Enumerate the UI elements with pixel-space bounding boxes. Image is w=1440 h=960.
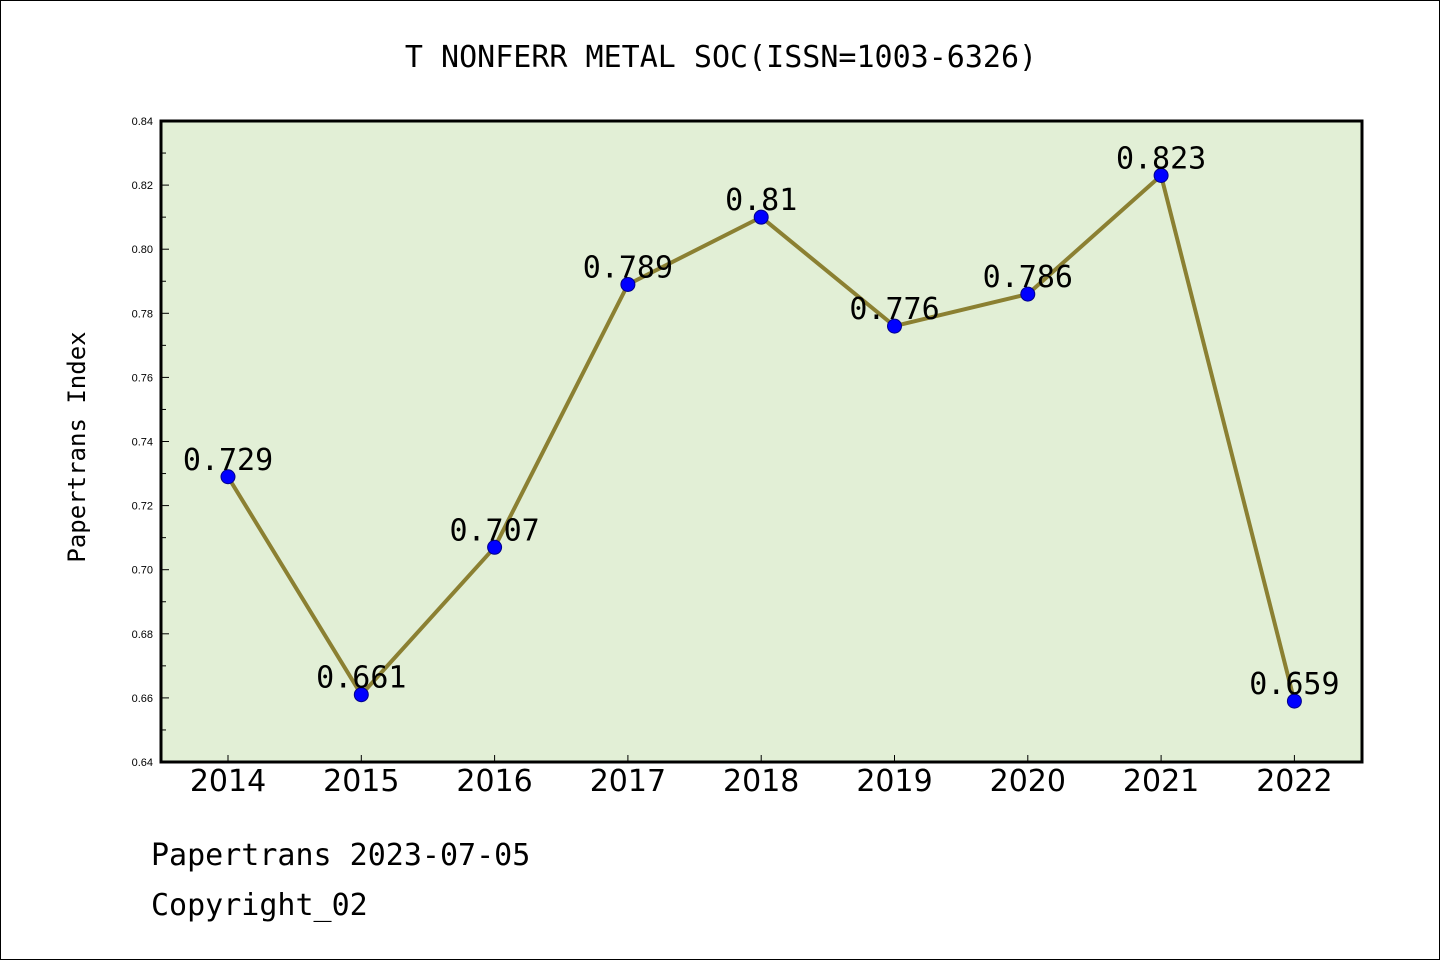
x-tick-label: 2018 <box>723 764 799 799</box>
data-point <box>620 276 636 292</box>
data-label: 0.661 <box>316 661 406 696</box>
data-label: 0.776 <box>849 292 939 327</box>
plot-area <box>159 119 1364 764</box>
x-tick-label: 2021 <box>1123 764 1199 799</box>
y-tick-label: 0.82 <box>132 180 153 192</box>
data-point <box>487 539 503 555</box>
y-tick-label: 0.76 <box>132 372 153 384</box>
y-axis-label: Papertrans Index <box>63 331 91 562</box>
data-point <box>753 209 769 225</box>
x-axis: 2014 2015 2016 2017 2018 2019 2020 2021 2022 <box>190 755 1333 799</box>
chart-title: T NONFERR METAL SOC(ISSN=1003-6326) <box>405 40 1037 75</box>
x-tick-label: 2020 <box>990 764 1066 799</box>
x-tick-label: 2016 <box>456 764 532 799</box>
data-label: 0.81 <box>725 183 797 218</box>
y-tick-label: 0.64 <box>132 757 153 769</box>
data-label: 0.659 <box>1249 667 1339 702</box>
data-point <box>1153 167 1169 183</box>
data-label: 0.707 <box>449 513 539 548</box>
footer-date: Papertrans 2023-07-05 <box>151 838 530 873</box>
data-label: 0.823 <box>1116 141 1206 176</box>
x-tick-label: 2017 <box>590 764 666 799</box>
y-tick-label: 0.72 <box>132 501 153 513</box>
data-point <box>887 318 902 334</box>
data-point <box>353 687 369 703</box>
data-point <box>1286 693 1302 709</box>
y-tick-label: 0.68 <box>132 629 153 641</box>
data-labels: 0.729 0.661 0.707 0.789 0.81 0.776 0.786 0.823 0… <box>183 141 1340 702</box>
y-tick-label: 0.70 <box>132 565 153 577</box>
x-tick-label: 2015 <box>323 764 399 799</box>
y-axis: 0.64 0.66 0.68 0.70 0.72 0.74 0.76 0.78 0.80 0.82… <box>132 116 169 769</box>
y-tick-label: 0.80 <box>132 244 153 256</box>
data-point <box>1020 286 1036 302</box>
data-label: 0.789 <box>583 250 673 285</box>
data-point <box>220 469 236 485</box>
y-tick-label: 0.66 <box>132 693 153 705</box>
data-markers <box>220 167 1302 709</box>
data-label: 0.786 <box>983 260 1073 295</box>
footer-copyright: Copyright_02 <box>151 888 368 923</box>
y-tick-label: 0.84 <box>132 116 153 128</box>
x-tick-label: 2019 <box>856 764 932 799</box>
y-tick-label: 0.78 <box>132 308 153 320</box>
y-tick-label: 0.74 <box>132 437 153 449</box>
data-label: 0.729 <box>183 443 273 478</box>
x-tick-label: 2014 <box>190 764 266 799</box>
x-tick-label: 2022 <box>1256 764 1332 799</box>
